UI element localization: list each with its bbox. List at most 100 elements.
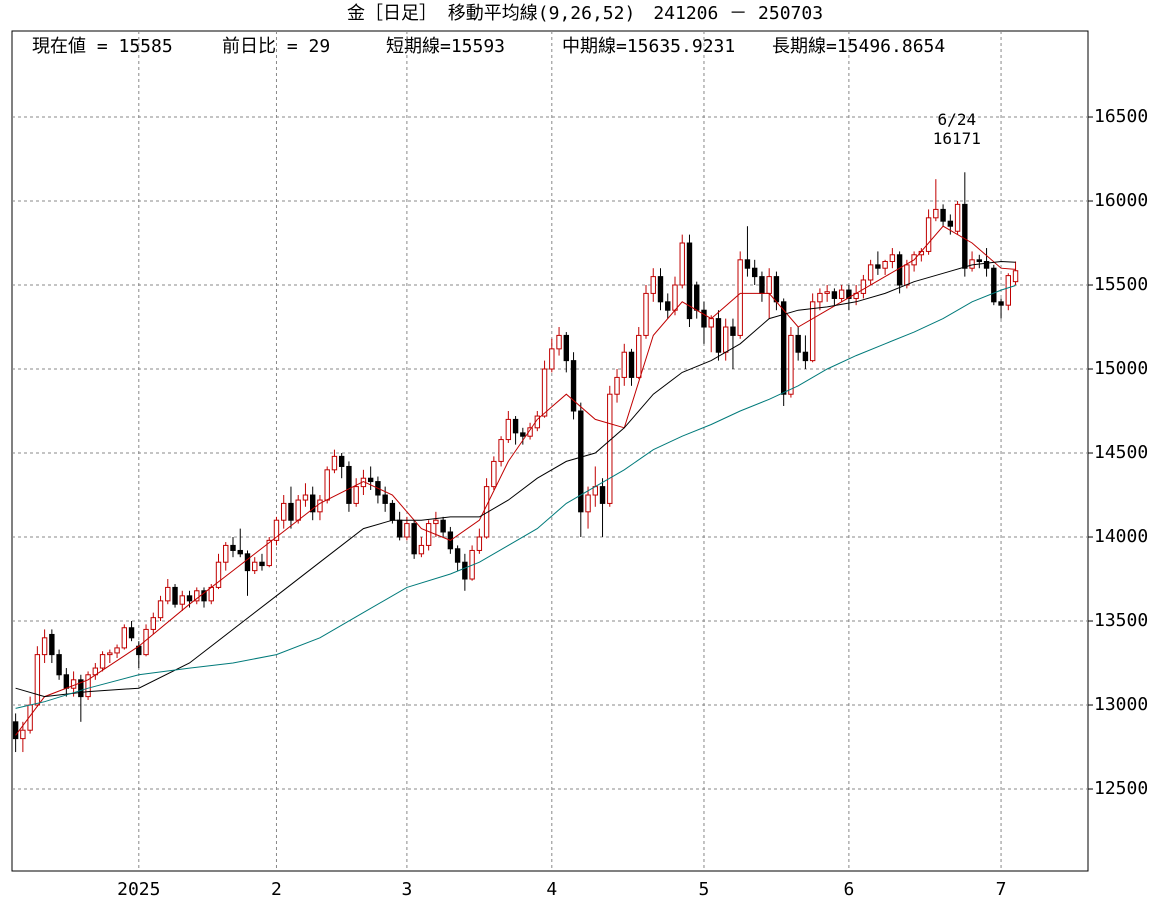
x-tick-label: 5: [699, 879, 710, 900]
info-item: 中期線=15635.9231: [562, 36, 735, 57]
candle-body: [56, 654, 62, 676]
moving-average-line: [15, 260, 1016, 698]
candle-body: [505, 418, 512, 441]
candle-body: [12, 721, 19, 740]
candle-body: [498, 439, 504, 462]
candle-body: [665, 301, 671, 311]
candle-body: [201, 590, 207, 602]
candle-body: [925, 217, 932, 252]
candle-body: [440, 519, 446, 533]
candle-body: [614, 376, 620, 395]
candle-body: [621, 351, 627, 378]
moving-average-line: [15, 225, 1016, 736]
candle-body: [150, 617, 156, 630]
candle-body: [418, 544, 425, 555]
candle-body: [838, 289, 845, 299]
candle-body: [252, 561, 258, 572]
candle-body: [824, 291, 830, 294]
y-tick-label: 16000: [1094, 190, 1148, 211]
candle-body: [904, 264, 910, 286]
candle-body: [788, 334, 794, 395]
candle-body: [701, 309, 707, 328]
candle-body: [875, 264, 881, 269]
candle-body: [607, 393, 613, 504]
candle-body: [302, 494, 309, 501]
candle-body: [744, 259, 751, 269]
candle-body: [425, 523, 432, 546]
candle-body: [157, 600, 164, 619]
y-tick-label: 16500: [1094, 106, 1148, 127]
candle-body: [208, 586, 214, 602]
candle-body: [846, 289, 852, 299]
candle-body: [998, 301, 1004, 306]
candle-body: [266, 539, 272, 567]
candle-body: [860, 279, 867, 294]
candle-body: [310, 494, 316, 513]
candle-body: [867, 264, 874, 281]
chart-title: 金［日足］ 移動平均線(9,26,52) 241206 － 250703: [347, 3, 823, 24]
candle-body: [817, 292, 823, 303]
info-item: 短期線=15593: [386, 36, 505, 57]
candle-body: [281, 502, 287, 521]
candle-body: [259, 561, 265, 567]
candle-body: [411, 523, 417, 555]
candle-body: [780, 301, 787, 395]
candle-body: [541, 368, 548, 417]
candle-body: [969, 259, 975, 269]
candle-body: [983, 260, 990, 269]
candle-body: [491, 460, 497, 488]
candle-body: [809, 301, 816, 362]
info-item: 現在値 = 15585: [32, 36, 173, 57]
candle-body: [367, 477, 374, 483]
y-tick-label: 15500: [1094, 274, 1148, 295]
candle-body: [795, 334, 801, 353]
candle-body: [20, 729, 26, 740]
candle-body: [889, 254, 896, 262]
candle-body: [940, 208, 946, 222]
candle-body: [585, 494, 591, 513]
candle-body: [650, 276, 656, 294]
info-item: 前日比 = 29: [222, 36, 330, 57]
candle-body: [324, 469, 330, 501]
candle-body: [172, 586, 178, 605]
candle-body: [759, 276, 765, 294]
candle-body: [63, 674, 70, 689]
candle-body: [288, 502, 294, 521]
candle-body: [121, 627, 128, 649]
candle-body: [991, 267, 997, 303]
candle-body: [331, 455, 338, 471]
candle-body: [41, 637, 48, 656]
info-item: 長期線=15496.8654: [772, 36, 945, 57]
candle-body: [353, 486, 359, 504]
candle-body: [85, 674, 91, 698]
y-tick-label: 14000: [1094, 526, 1148, 547]
candle-body: [295, 499, 301, 521]
candle-body: [70, 679, 77, 689]
candle-body: [338, 455, 345, 467]
candle-body: [694, 284, 700, 311]
x-tick-label: 2: [271, 879, 282, 900]
candle-body: [802, 351, 809, 362]
candle-body: [636, 334, 642, 378]
y-tick-label: 13500: [1094, 610, 1148, 631]
candle-body: [215, 561, 222, 588]
candle-body: [751, 267, 758, 278]
candle-body: [237, 549, 243, 555]
candle-body: [78, 679, 84, 698]
candle-body: [34, 654, 41, 706]
candle-body: [766, 276, 772, 294]
candle-body: [1005, 275, 1011, 306]
candle-body: [672, 284, 678, 311]
candle-body: [99, 654, 106, 669]
candle-body: [273, 519, 280, 541]
candle-body: [715, 318, 722, 353]
candle-body: [730, 326, 736, 336]
candle-body: [708, 318, 714, 328]
candle-body: [165, 586, 171, 602]
candle-body: [570, 360, 577, 412]
candle-body: [179, 595, 185, 605]
candle-body: [882, 260, 888, 269]
candle-body: [578, 410, 584, 513]
candle-body: [896, 254, 903, 286]
